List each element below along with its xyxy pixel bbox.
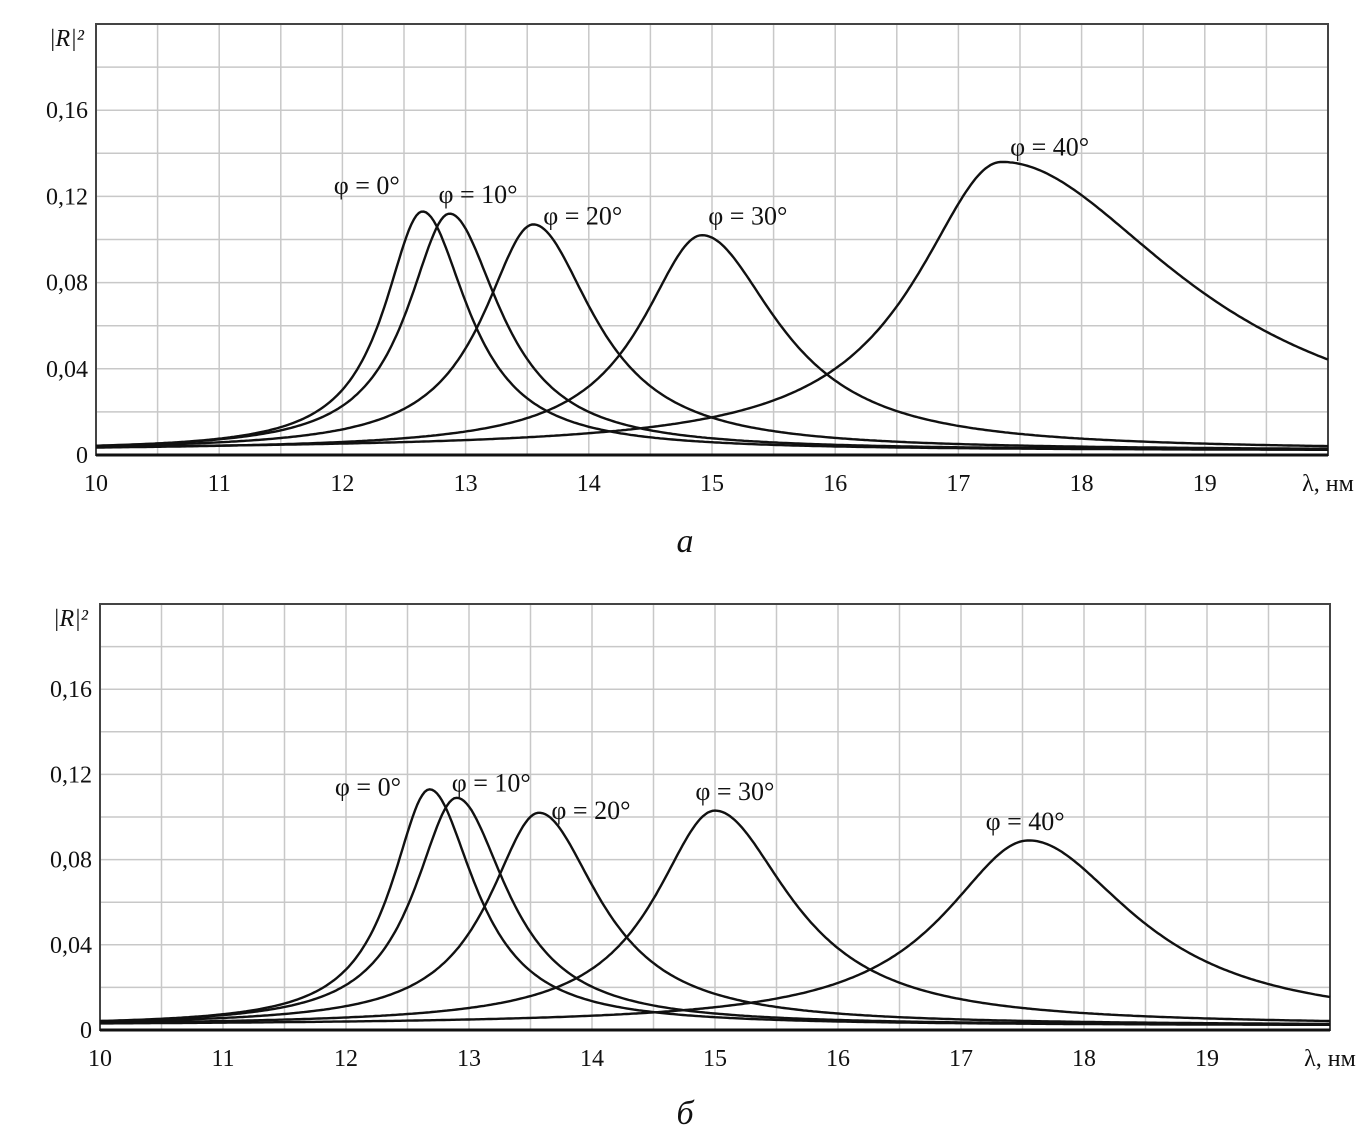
y-axis-label: |R|² <box>49 26 85 52</box>
x-tick-label: 17 <box>949 1046 973 1072</box>
y-tick-label: 0,12 <box>50 762 92 788</box>
x-tick-label: 14 <box>580 1046 604 1072</box>
panel-label: б <box>676 1095 695 1132</box>
x-tick-label: 13 <box>457 1046 481 1072</box>
chart-panel-b: 10 11 12 13 14 15 16 17 18 19 λ, нм 0 0,04 0,08 0,12 0,… <box>50 603 1356 1072</box>
chart-panel-a: 10 11 12 13 14 15 16 17 18 19 λ, нм 0 0,04 0,08 0,12 0,… <box>46 23 1354 497</box>
x-tick-label: 11 <box>208 471 231 497</box>
series-annotation: φ = 30° <box>708 201 787 230</box>
y-tick-label: 0,08 <box>50 848 92 874</box>
series-line-4 <box>100 839 1331 1025</box>
series-annotation: φ = 40° <box>986 807 1065 836</box>
x-tick-label: 19 <box>1193 471 1217 497</box>
x-axis-label: λ, нм <box>1302 471 1354 497</box>
series-line-1 <box>99 796 1330 1026</box>
series-annotation: φ = 30° <box>695 777 774 806</box>
x-tick-label: 10 <box>88 1046 112 1072</box>
y-tick-label: 0 <box>76 443 88 469</box>
series-line-2 <box>100 811 1330 1026</box>
series-line-3 <box>100 809 1330 1024</box>
series-annotation: φ = 20° <box>551 796 630 825</box>
series-annotation: φ = 0° <box>334 171 400 200</box>
x-tick-label: 12 <box>330 471 354 497</box>
y-tick-label: 0,08 <box>46 271 88 297</box>
series-line-4 <box>96 160 1329 449</box>
x-tick-label: 16 <box>823 471 847 497</box>
x-tick-label: 16 <box>826 1046 850 1072</box>
y-axis-label: |R|² <box>53 606 89 632</box>
x-tick-label: 19 <box>1195 1046 1219 1072</box>
y-tick-label: 0,16 <box>50 677 92 703</box>
y-tick-label: 0 <box>80 1018 92 1044</box>
x-tick-label: 13 <box>454 471 478 497</box>
series-annotation: φ = 10° <box>438 180 517 209</box>
y-tick-label: 0,04 <box>50 933 92 959</box>
x-tick-label: 10 <box>84 471 108 497</box>
x-tick-label: 18 <box>1070 471 1094 497</box>
x-tick-label: 11 <box>211 1046 234 1072</box>
x-tick-label: 12 <box>334 1046 358 1072</box>
x-tick-label: 18 <box>1072 1046 1096 1072</box>
y-tick-label: 0,12 <box>46 184 88 210</box>
series-line-1 <box>96 212 1328 451</box>
x-tick-label: 17 <box>946 471 970 497</box>
series-annotation: φ = 10° <box>452 768 531 797</box>
series-annotation: φ = 40° <box>1010 132 1089 161</box>
x-tick-label: 15 <box>700 471 724 497</box>
x-tick-label: 14 <box>577 471 601 497</box>
y-tick-label: 0,04 <box>46 357 88 383</box>
y-tick-label: 0,16 <box>46 98 88 124</box>
x-axis-label: λ, нм <box>1304 1046 1356 1072</box>
x-tick-label: 15 <box>703 1046 727 1072</box>
panel-label: а <box>677 523 694 560</box>
series-annotation: φ = 0° <box>335 773 401 802</box>
series-annotation: φ = 20° <box>543 201 622 230</box>
